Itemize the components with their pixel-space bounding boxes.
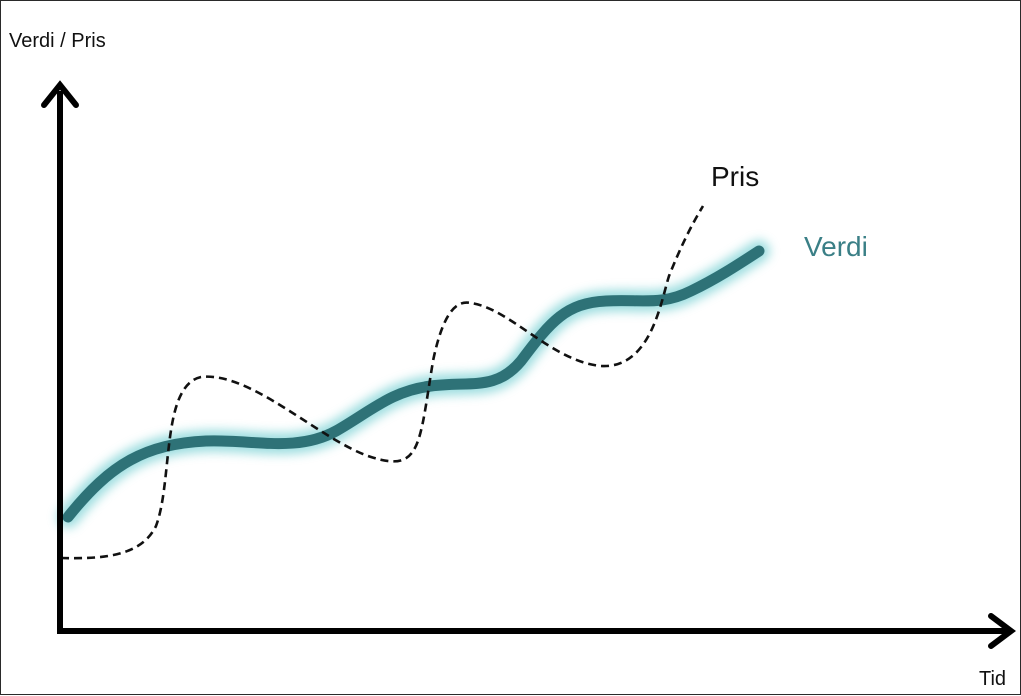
- x-axis-label: Tid: [979, 668, 1007, 690]
- y-axis-label: Verdi / Pris: [9, 30, 106, 52]
- verdi-curve: [62, 245, 765, 523]
- pris-series-label: Pris: [711, 161, 760, 192]
- verdi-series-label: Verdi: [804, 231, 868, 262]
- x-axis-arrowhead: [988, 613, 1016, 649]
- pris-curve: [60, 205, 705, 560]
- y-axis-arrowhead: [41, 80, 79, 108]
